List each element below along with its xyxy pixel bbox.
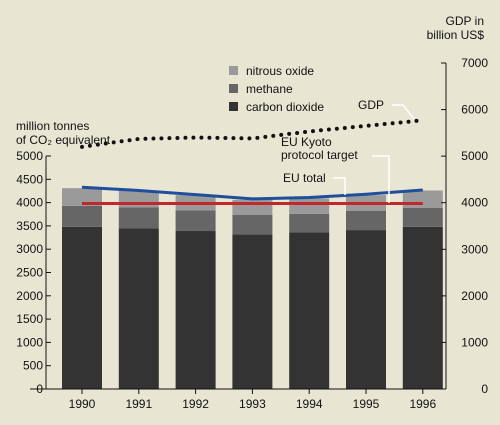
bar-carbon-dioxide-1991	[118, 228, 159, 389]
legend: nitrous oxide methane carbon dioxide	[229, 64, 324, 114]
eu-total-label: EU total	[283, 171, 326, 185]
legend-label-nitrous-oxide: nitrous oxide	[246, 64, 314, 78]
x-tick-label-1992: 1992	[182, 397, 209, 411]
left-axis-label-line-0: million tonnes	[16, 119, 89, 133]
right-tick-label-0: 0	[481, 382, 488, 396]
legend-label-carbon-dioxide: carbon dioxide	[246, 100, 324, 114]
left-tick-label-5000: 5000	[16, 149, 43, 163]
x-tick-label-1996: 1996	[409, 397, 436, 411]
right-tick-label-5000: 5000	[461, 149, 488, 163]
left-tick-label-3000: 3000	[16, 242, 43, 256]
bar-carbon-dioxide-1996	[402, 226, 443, 389]
bar-methane-1993	[232, 214, 273, 235]
left-tick-label-4000: 4000	[16, 196, 43, 210]
bar-carbon-dioxide-1993	[232, 234, 273, 389]
x-tick-label-1995: 1995	[353, 397, 380, 411]
bar-nitrous-oxide-1990	[62, 188, 102, 206]
legend-swatch-nitrous-oxide	[229, 66, 238, 75]
bar-methane-1991	[118, 207, 159, 229]
x-tick-label-1993: 1993	[239, 397, 266, 411]
right-tick-label-2000: 2000	[461, 289, 488, 303]
x-tick-label-1991: 1991	[125, 397, 152, 411]
bar-methane-1994	[289, 213, 330, 233]
left-tick-label-4500: 4500	[16, 172, 43, 186]
gdp-line-label: GDP	[358, 98, 384, 112]
left-axis-label-line-1: of CO₂ equivalent	[16, 133, 111, 147]
line-gdp	[80, 118, 425, 149]
legend-swatch-carbon-dioxide	[229, 102, 238, 111]
legend-label-methane: methane	[246, 82, 293, 96]
right-tick-label-3000: 3000	[461, 242, 488, 256]
right-tick-label-1000: 1000	[461, 335, 488, 349]
kyoto-leader-line	[372, 155, 390, 203]
x-tick-label-1990: 1990	[69, 397, 96, 411]
left-tick-label-2000: 2000	[16, 289, 43, 303]
right-tick-label-4000: 4000	[461, 196, 488, 210]
bar-carbon-dioxide-1995	[346, 230, 386, 389]
bar-nitrous-oxide-1994	[289, 198, 330, 214]
bars-layer	[62, 188, 443, 389]
left-tick-label-500: 500	[23, 359, 43, 373]
lines-layer	[80, 118, 425, 206]
left-tick-label-3500: 3500	[16, 219, 43, 233]
bar-methane-1995	[346, 210, 386, 231]
bar-carbon-dioxide-1990	[62, 226, 102, 389]
left-tick-label-1000: 1000	[16, 335, 43, 349]
bar-carbon-dioxide-1992	[175, 231, 216, 389]
kyoto-target-label-line-1: protocol target	[281, 148, 358, 162]
bar-carbon-dioxide-1994	[289, 232, 330, 389]
right-tick-label-7000: 7000	[461, 56, 488, 70]
bar-methane-1992	[175, 210, 216, 232]
eu-total-leader-line	[333, 177, 346, 195]
x-tick-label-1994: 1994	[296, 397, 323, 411]
line-eu-total	[81, 185, 423, 201]
right-axis-label-line-1: billion US$	[427, 28, 485, 42]
left-tick-label-2500: 2500	[16, 266, 43, 280]
left-tick-label-1500: 1500	[16, 312, 43, 326]
right-tick-label-6000: 6000	[461, 103, 488, 117]
right-axis-label-line-0: GDP in	[446, 14, 484, 28]
legend-swatch-methane	[229, 84, 238, 93]
bar-methane-1996	[402, 207, 443, 227]
right-axis: 0 1000 2000 3000 4000 5000 6000 7000 GDP inbilli…	[427, 14, 489, 396]
bar-nitrous-oxide-1996	[402, 190, 443, 208]
kyoto-target-label-line-0: EU Kyoto	[281, 135, 332, 149]
gdp-leader-line	[392, 104, 415, 120]
bar-methane-1990	[62, 205, 102, 227]
x-axis: 1990 1991 1992 1993 1994 1995 1996	[30, 388, 446, 411]
